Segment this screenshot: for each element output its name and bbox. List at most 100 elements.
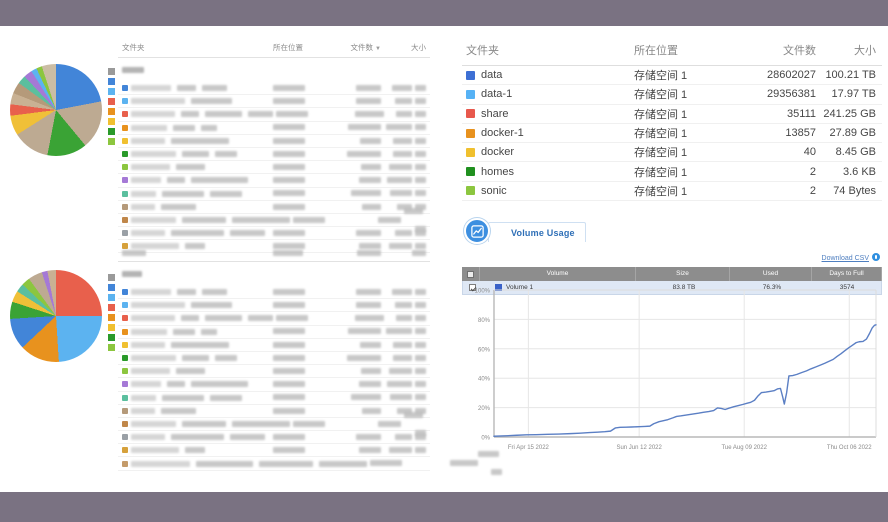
folder-table-2[interactable]: [118, 246, 502, 476]
column-header-size[interactable]: 大小: [411, 43, 426, 52]
table-row[interactable]: [118, 286, 430, 300]
volume-usage-line-chart[interactable]: 0% 20% 40% 60% 80% 100% Fri Apr 15 2022 Sun Jun…: [462, 284, 882, 459]
volume-size-cell: 83.8 TB: [672, 283, 696, 291]
table-row[interactable]: [118, 145, 430, 163]
table-row[interactable]: [118, 451, 502, 476]
volume-used-cell: 76.3%: [762, 283, 782, 291]
table-row[interactable]: [118, 312, 430, 326]
column-header-name[interactable]: 文件夹: [122, 43, 145, 52]
column-header-count[interactable]: [333, 248, 381, 257]
redacted-text: [356, 98, 381, 105]
table-row[interactable]: [118, 224, 430, 242]
column-header-size[interactable]: Size: [636, 267, 730, 281]
table-row[interactable]: [118, 207, 430, 232]
table-row[interactable]: [118, 135, 430, 148]
column-header-location[interactable]: [273, 248, 333, 257]
size-cell: [381, 92, 430, 110]
table-row[interactable]: data 存储空间 1 28602027 100.21 TB: [462, 66, 882, 86]
size-cell: [381, 158, 430, 176]
redacted-text: [276, 111, 308, 118]
table-row[interactable]: [118, 188, 430, 201]
table-row[interactable]: [118, 158, 430, 176]
legend-swatch: [108, 304, 115, 311]
folder-table-1[interactable]: 文件夹 所在位置 文件数 ▼ 大小: [118, 40, 430, 254]
redacted-text: [415, 243, 426, 250]
tab-volume-usage[interactable]: Volume Usage: [488, 222, 586, 242]
redacted-text: [359, 381, 381, 388]
column-header-used[interactable]: Used: [730, 267, 812, 281]
redacted-text: [415, 381, 426, 388]
table-row[interactable]: [118, 92, 430, 110]
location-cell: [273, 224, 333, 242]
location-cell: [276, 105, 336, 123]
redacted-text: [273, 124, 305, 131]
redacted-text: [392, 288, 412, 295]
pie-chart-1: [10, 64, 115, 164]
redacted-text: [355, 315, 384, 322]
table-row[interactable]: [118, 122, 430, 135]
table-row[interactable]: share 存储空间 1 35111 241.25 GB: [462, 105, 882, 124]
content-stage: 文件夹 所在位置 文件数 ▼ 大小: [0, 26, 888, 492]
folder-color-swatch: [122, 447, 128, 454]
column-header-count[interactable]: 文件数 ▼: [333, 42, 381, 53]
redacted-text: [182, 420, 226, 427]
size-cell: [381, 198, 430, 216]
table-row[interactable]: [118, 105, 430, 123]
legend-swatch: [108, 88, 115, 95]
table-row[interactable]: [118, 405, 430, 418]
table-row[interactable]: [118, 365, 430, 379]
location-cell: [273, 145, 333, 163]
column-header-name[interactable]: [118, 248, 273, 257]
table-row[interactable]: [118, 444, 430, 458]
column-header-count[interactable]: 文件数: [783, 45, 816, 57]
table-row[interactable]: [118, 82, 430, 96]
table-row[interactable]: [118, 339, 430, 352]
column-header-size[interactable]: [381, 248, 430, 257]
folder-detail-table[interactable]: 文件夹 所在位置 文件数 大小 data 存储空间 1 28602027 100.21…: [462, 42, 882, 202]
table-row[interactable]: [118, 431, 430, 445]
top-chrome-bar: [0, 0, 888, 26]
folder-table-2-header: [118, 246, 430, 262]
table-row[interactable]: homes 存储空间 1 2 3.6 KB: [462, 162, 882, 182]
table-row[interactable]: data-1 存储空间 1 29356381 17.97 TB: [462, 85, 882, 105]
column-header-name[interactable]: 文件夹: [466, 45, 499, 57]
table-row[interactable]: [118, 378, 430, 392]
table-row[interactable]: [118, 299, 430, 313]
table-row[interactable]: [118, 411, 430, 436]
folder-color-swatch: [122, 137, 128, 144]
redacted-text: [362, 203, 381, 210]
column-header-size[interactable]: 大小: [854, 45, 876, 57]
redacted-text: [357, 250, 381, 257]
table-row[interactable]: [118, 201, 430, 214]
redacted-text: [181, 315, 199, 322]
download-csv-link[interactable]: Download CSV: [821, 255, 869, 262]
redacted-text: [273, 354, 305, 361]
column-header-days-to-full[interactable]: Days to Full: [812, 267, 882, 281]
redacted-text: [201, 124, 217, 131]
download-circle-icon[interactable]: [872, 253, 880, 261]
column-header-location[interactable]: 所在位置: [634, 45, 678, 57]
folder-name-label: docker-1: [481, 127, 524, 140]
column-header-volume[interactable]: Volume: [480, 267, 636, 281]
redacted-text: [395, 98, 412, 105]
volume-usage-tabbar: Volume Usage: [462, 218, 882, 244]
redacted-text: [355, 111, 384, 118]
table-row[interactable]: docker 存储空间 1 40 8.45 GB: [462, 143, 882, 163]
volume-table-row[interactable]: Volume 1 83.8 TB 76.3% 3574: [462, 281, 882, 295]
table-row[interactable]: [118, 326, 430, 339]
folder-color-swatch: [466, 167, 475, 177]
redacted-text: [387, 177, 412, 184]
redacted-text: [415, 150, 426, 157]
count-cell: [336, 105, 384, 123]
table-row[interactable]: [118, 174, 430, 188]
table-row[interactable]: [118, 352, 430, 366]
redacted-text: [415, 407, 426, 414]
select-all-checkbox[interactable]: [462, 267, 480, 281]
column-header-location[interactable]: 所在位置: [273, 43, 303, 52]
table-row[interactable]: docker-1 存储空间 1 13857 27.89 GB: [462, 124, 882, 144]
redacted-text: [356, 288, 381, 295]
table-row[interactable]: [118, 392, 430, 405]
row-checkbox[interactable]: [463, 284, 481, 291]
table-row[interactable]: sonic 存储空间 1 2 74 Bytes: [462, 182, 882, 202]
